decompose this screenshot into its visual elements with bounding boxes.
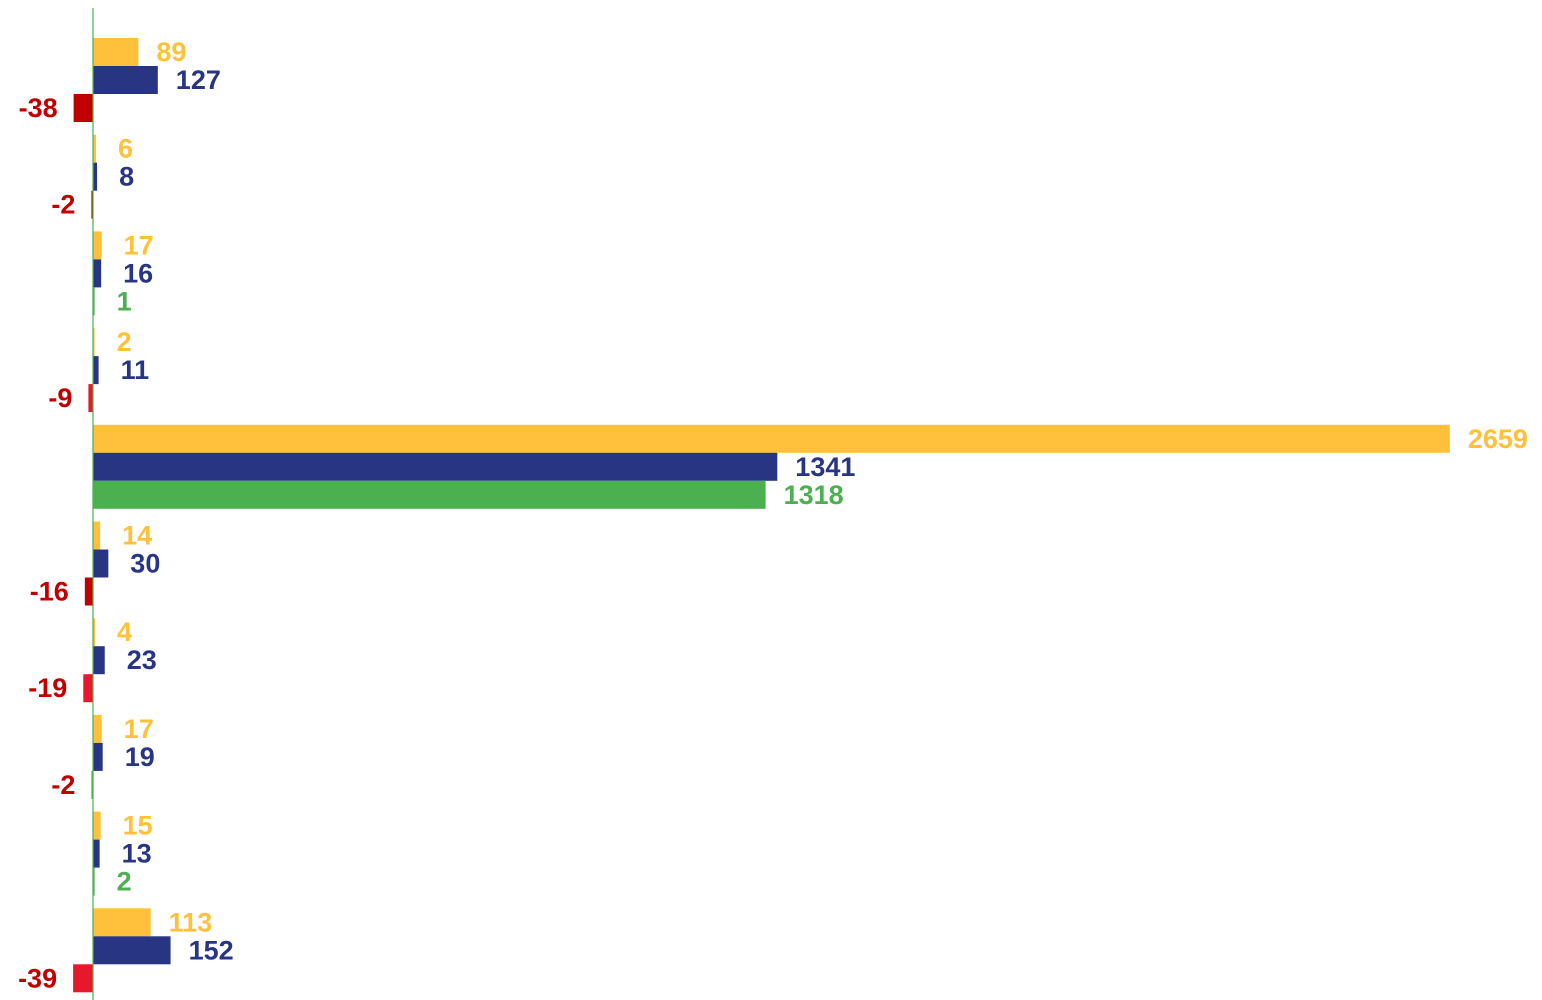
data-label-series-a: 2 — [117, 327, 132, 357]
bar-series-b — [93, 356, 99, 385]
bar-series-a — [93, 134, 97, 163]
bar-series-b — [93, 259, 102, 288]
data-label-series-c: 1318 — [784, 480, 844, 510]
bar-series-b — [93, 549, 109, 578]
data-label-series-a: 15 — [123, 811, 153, 841]
data-label-series-a: 4 — [117, 617, 132, 647]
data-label-series-b: 152 — [189, 935, 234, 965]
bar-series-a — [93, 811, 101, 840]
bar-series-b — [93, 936, 171, 965]
bar-series-c — [93, 480, 766, 509]
data-label-series-b: 16 — [123, 258, 153, 288]
data-label-series-c: -39 — [18, 963, 57, 993]
data-label-series-b: 30 — [130, 549, 160, 579]
bar-series-a — [93, 908, 151, 937]
bar-series-a — [93, 231, 102, 260]
bar-series-c — [93, 867, 95, 896]
bar-series-c — [91, 770, 93, 799]
bar-series-a — [93, 38, 139, 66]
bar-series-c — [73, 94, 93, 122]
data-label-series-b: 23 — [127, 645, 157, 675]
bar-series-a — [93, 618, 96, 647]
bar-series-a — [93, 521, 101, 550]
bar-series-c — [93, 287, 95, 316]
data-label-series-c: -38 — [19, 93, 58, 123]
bar-series-c — [91, 190, 93, 219]
data-label-series-a: 14 — [122, 521, 152, 551]
data-label-series-b: 19 — [125, 742, 155, 772]
data-label-series-c: 2 — [117, 867, 132, 897]
bar-series-a — [93, 424, 1450, 453]
data-label-series-c: -9 — [48, 383, 72, 413]
data-label-series-b: 1341 — [795, 452, 855, 482]
data-label-series-a: 2659 — [1468, 424, 1528, 454]
bar-series-b — [93, 646, 105, 675]
labels-layer: 89127-3868-217161211-92659134113181430-1… — [18, 37, 1528, 993]
data-label-series-a: 89 — [156, 37, 186, 67]
bar-series-c — [83, 674, 93, 703]
bar-series-c — [84, 577, 93, 606]
data-label-series-c: -16 — [30, 577, 69, 607]
data-label-series-c: 1 — [117, 286, 132, 316]
data-label-series-c: -2 — [51, 190, 75, 220]
data-label-series-c: -19 — [28, 673, 67, 703]
data-label-series-b: 8 — [119, 162, 134, 192]
data-label-series-b: 13 — [122, 839, 152, 869]
bar-series-b — [93, 452, 778, 481]
bar-series-b — [93, 839, 100, 868]
data-label-series-a: 113 — [169, 907, 213, 937]
bar-series-c — [88, 384, 93, 413]
bar-series-a — [93, 328, 95, 357]
bars-layer — [73, 38, 1450, 993]
bar-series-b — [93, 742, 103, 771]
bar-series-b — [93, 162, 98, 191]
data-label-series-c: -2 — [51, 770, 75, 800]
data-label-series-b: 11 — [121, 355, 150, 385]
bar-series-a — [93, 714, 102, 743]
data-label-series-a: 17 — [124, 230, 154, 260]
data-label-series-a: 6 — [118, 134, 133, 164]
data-label-series-a: 17 — [124, 714, 154, 744]
bar-series-c — [73, 964, 93, 993]
data-label-series-b: 127 — [176, 65, 221, 95]
bar-series-b — [93, 66, 158, 94]
